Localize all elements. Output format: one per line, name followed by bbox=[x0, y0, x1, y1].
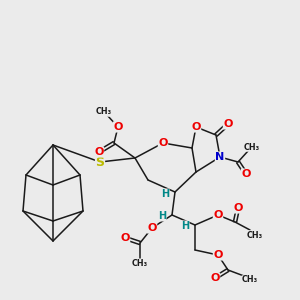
Text: CH₃: CH₃ bbox=[247, 230, 263, 239]
Text: O: O bbox=[147, 223, 157, 233]
Text: S: S bbox=[95, 155, 104, 169]
Text: CH₃: CH₃ bbox=[96, 107, 112, 116]
Text: O: O bbox=[113, 122, 123, 132]
Text: H: H bbox=[181, 221, 189, 231]
Text: CH₃: CH₃ bbox=[242, 275, 258, 284]
Text: H: H bbox=[161, 189, 169, 199]
Text: O: O bbox=[94, 147, 104, 157]
Text: CH₃: CH₃ bbox=[132, 260, 148, 268]
Text: O: O bbox=[213, 210, 223, 220]
Text: O: O bbox=[158, 138, 168, 148]
Text: O: O bbox=[241, 169, 251, 179]
Text: O: O bbox=[213, 250, 223, 260]
Text: N: N bbox=[215, 152, 225, 162]
Text: O: O bbox=[223, 119, 233, 129]
Text: CH₃: CH₃ bbox=[244, 142, 260, 152]
Text: H: H bbox=[158, 211, 166, 221]
Text: O: O bbox=[191, 122, 201, 132]
Text: O: O bbox=[120, 233, 130, 243]
Text: O: O bbox=[233, 203, 243, 213]
Text: O: O bbox=[210, 273, 220, 283]
